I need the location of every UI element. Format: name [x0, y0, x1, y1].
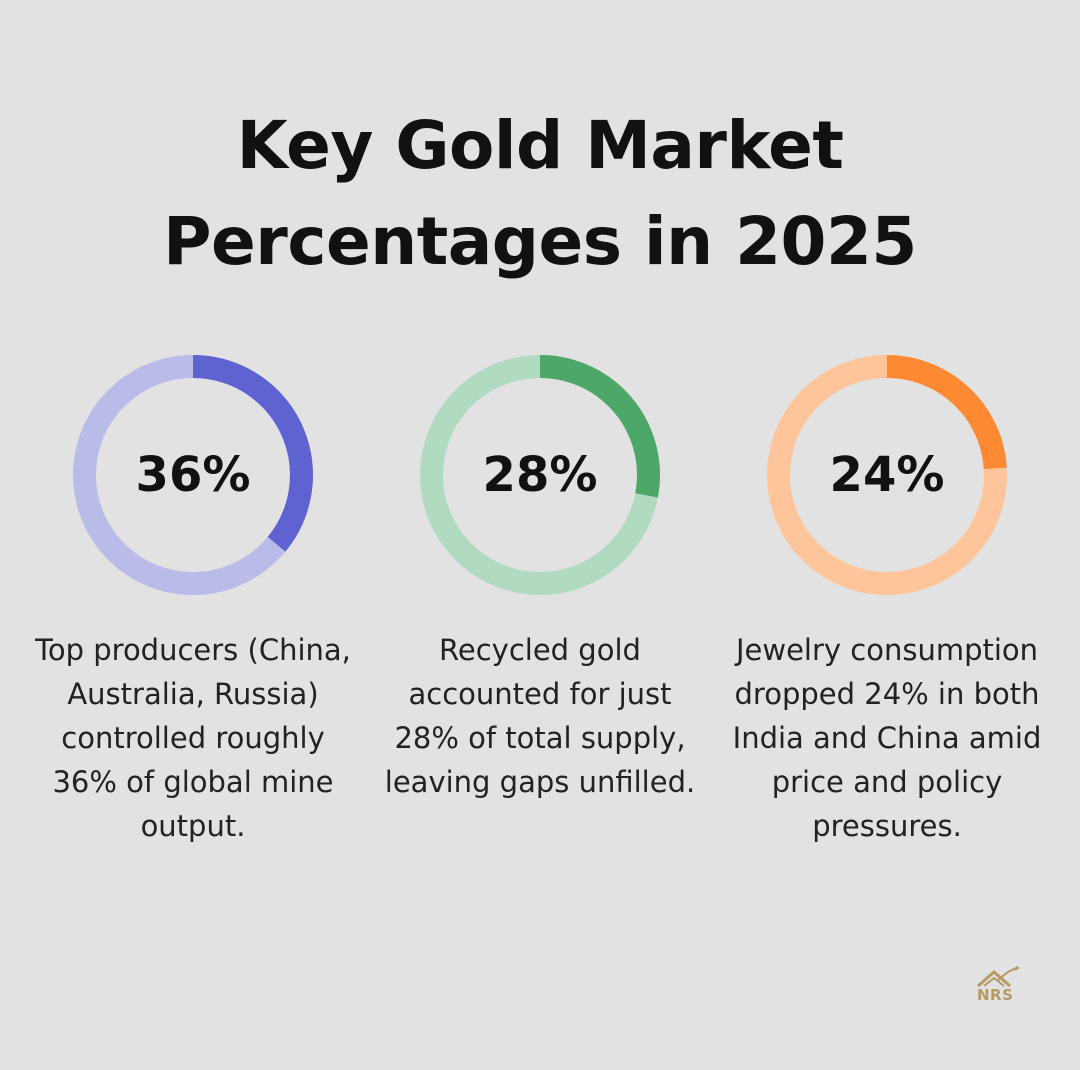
stat-percentage-2: 28% [482, 447, 598, 503]
logo-text: NRS [977, 986, 1014, 1004]
stat-card-1: 36% Top producers (China, Australia, Rus… [23, 354, 363, 848]
title-line-1: Key Gold Market [236, 107, 844, 184]
donut-chart-2 [420, 355, 660, 595]
stat-description-2: Recycled gold accounted for just 28% of … [384, 633, 696, 799]
stat-percentage-3: 24% [829, 447, 945, 503]
page-title: Key Gold Market Percentages in 2025 [0, 98, 1080, 290]
donut-chart-3 [767, 355, 1007, 595]
donut-value-arc-3 [767, 355, 1007, 595]
brand-logo: NRS [974, 966, 1024, 1008]
stat-description-3: Jewelry consumption dropped 24% in both … [732, 633, 1042, 843]
house-chart-icon [977, 966, 1020, 988]
stat-description-1: Top producers (China, Australia, Russia)… [35, 633, 351, 843]
stat-percentage-1: 36% [135, 447, 251, 503]
stat-card-3: 24% Jewelry consumption dropped 24% in b… [717, 354, 1057, 848]
title-line-2: Percentages in 2025 [163, 203, 917, 280]
donut-value-arc-1 [73, 355, 313, 595]
donut-value-arc-2 [420, 355, 660, 595]
donut-chart-1 [73, 355, 313, 595]
stat-card-2: 28% Recycled gold accounted for just 28%… [370, 354, 710, 804]
